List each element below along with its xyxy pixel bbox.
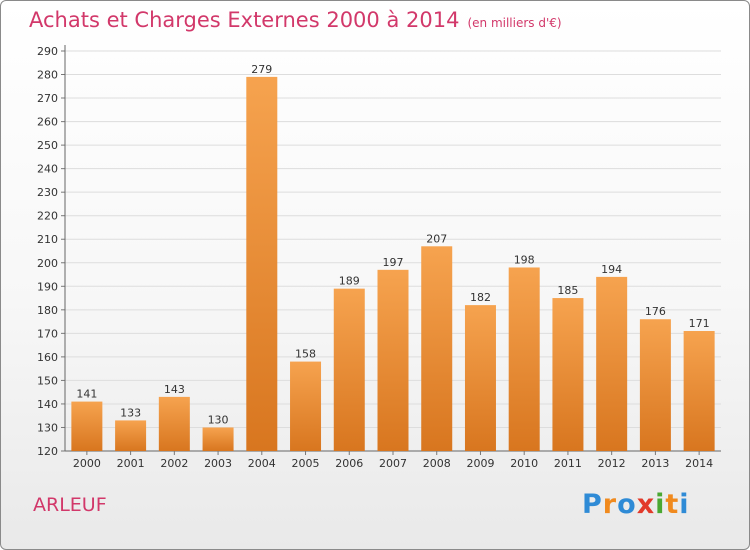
y-tick-label: 270 [37, 92, 58, 105]
y-tick-label: 230 [37, 186, 58, 199]
logo-letter: r [602, 489, 618, 520]
y-tick-label: 120 [37, 445, 58, 458]
y-tick-label: 180 [37, 304, 58, 317]
data-label: 198 [514, 253, 535, 266]
data-label: 130 [208, 413, 229, 426]
x-tick-label: 2011 [554, 457, 582, 470]
title-unit: (en milliers d'€) [467, 16, 562, 30]
x-tick-label: 2010 [510, 457, 538, 470]
data-label: 182 [470, 291, 491, 304]
x-tick-label: 2005 [292, 457, 320, 470]
bar [290, 361, 322, 451]
bar [333, 288, 365, 451]
x-tick-label: 2004 [248, 457, 276, 470]
x-tick-label: 2014 [685, 457, 713, 470]
y-tick-label: 150 [37, 374, 58, 387]
bar [115, 420, 147, 451]
bar [596, 276, 628, 451]
y-tick-label: 160 [37, 351, 58, 364]
bar [158, 396, 190, 451]
x-tick-label: 2008 [423, 457, 451, 470]
x-tick-label: 2002 [160, 457, 188, 470]
x-tick-label: 2012 [598, 457, 626, 470]
x-tick-label: 2003 [204, 457, 232, 470]
data-label: 279 [251, 63, 272, 76]
data-label: 189 [339, 275, 360, 288]
x-tick-label: 2001 [117, 457, 145, 470]
data-label: 143 [164, 383, 185, 396]
logo-letter: x [636, 489, 656, 520]
bar [639, 319, 671, 451]
title-text: Achats et Charges Externes 2000 à 2014 [29, 8, 460, 32]
y-tick-label: 130 [37, 421, 58, 434]
data-label: 194 [601, 263, 622, 276]
y-tick-label: 240 [37, 163, 58, 176]
logo-letter: i [655, 489, 666, 520]
x-tick-label: 2000 [73, 457, 101, 470]
y-tick-label: 200 [37, 257, 58, 270]
bar [246, 76, 278, 451]
bar [377, 269, 409, 451]
y-tick-label: 140 [37, 398, 58, 411]
bar [202, 427, 234, 451]
data-label: 133 [120, 406, 141, 419]
y-tick-label: 250 [37, 139, 58, 152]
logo-letter: t [665, 489, 680, 520]
y-tick-label: 280 [37, 69, 58, 82]
commune-name: ARLEUF [33, 494, 107, 516]
y-tick-label: 260 [37, 116, 58, 129]
bar [71, 401, 103, 451]
bar [464, 305, 496, 451]
proxiti-logo[interactable]: Proxiti [582, 489, 690, 520]
bar [421, 246, 453, 451]
x-tick-label: 2006 [335, 457, 363, 470]
data-label: 207 [426, 232, 447, 245]
logo-letter: o [617, 489, 637, 520]
chart-title: Achats et Charges Externes 2000 à 2014 (e… [29, 8, 562, 32]
data-label: 197 [383, 256, 404, 269]
y-tick-label: 190 [37, 280, 58, 293]
logo-letter: i [679, 489, 690, 520]
x-tick-label: 2009 [466, 457, 494, 470]
data-label: 158 [295, 348, 316, 361]
data-label: 171 [689, 317, 710, 330]
data-label: 141 [76, 388, 97, 401]
x-tick-label: 2007 [379, 457, 407, 470]
data-label: 185 [557, 284, 578, 297]
y-tick-label: 290 [37, 45, 58, 58]
bar [552, 298, 584, 451]
logo-letter: P [582, 489, 603, 520]
bar [683, 331, 715, 451]
x-tick-label: 2013 [641, 457, 669, 470]
bar [508, 267, 540, 451]
data-label: 176 [645, 305, 666, 318]
y-tick-label: 220 [37, 210, 58, 223]
y-tick-label: 170 [37, 327, 58, 340]
y-tick-label: 210 [37, 233, 58, 246]
